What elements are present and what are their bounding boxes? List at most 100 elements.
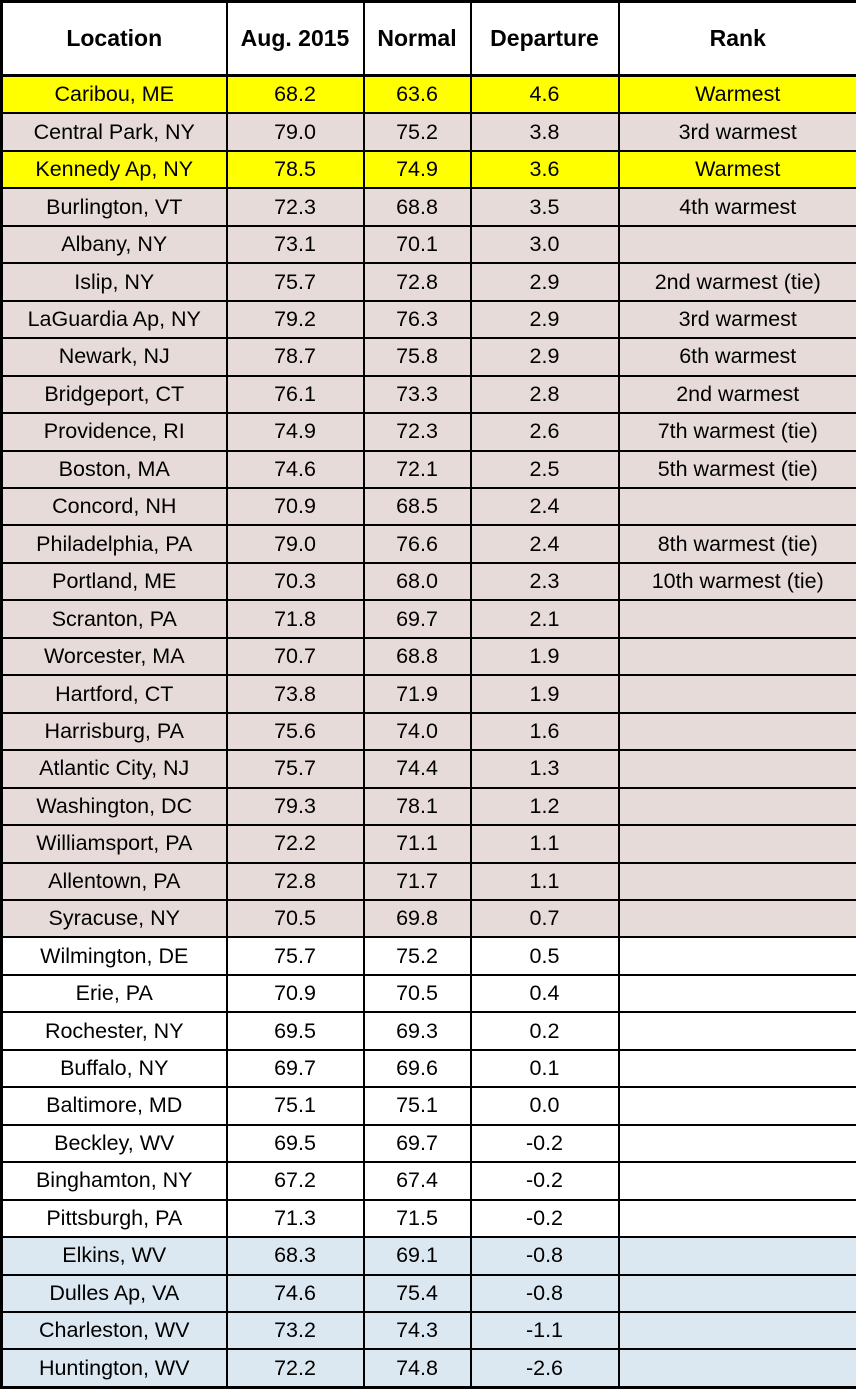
aug-2015-cell: 72.2 [225, 824, 365, 864]
normal-cell: 68.8 [362, 636, 472, 677]
departure-cell: 2.3 [469, 561, 620, 602]
rank-cell: 4th warmest [617, 187, 856, 227]
table-header: Location Aug. 2015 Normal Departure Rank [0, 0, 856, 77]
location-cell: Huntington, WV [0, 1348, 228, 1389]
rank-cell: 7th warmest (tie) [617, 412, 856, 452]
aug-2015-cell: 75.6 [225, 711, 365, 752]
departure-cell: 2.9 [469, 262, 620, 302]
location-cell: Boston, MA [0, 449, 228, 490]
table-row: Kennedy Ap, NY 78.5 74.9 3.6 Warmest [0, 149, 856, 190]
location-cell: Syracuse, NY [0, 898, 228, 939]
table-row: Worcester, MA 70.7 68.8 1.9 [0, 636, 856, 677]
table-row: LaGuardia Ap, NY 79.2 76.3 2.9 3rd warmest [0, 299, 856, 340]
location-cell: Rochester, NY [0, 1011, 228, 1051]
table-row: Providence, RI 74.9 72.3 2.6 7th warmest (ti… [0, 412, 856, 452]
departure-cell: -1.1 [469, 1310, 620, 1351]
normal-cell: 70.5 [362, 973, 472, 1014]
aug-2015-cell: 76.1 [225, 374, 365, 415]
header-row: Location Aug. 2015 Normal Departure Rank [0, 0, 856, 77]
normal-cell: 74.8 [362, 1348, 472, 1389]
location-cell: Binghamton, NY [0, 1161, 228, 1201]
rank-cell [617, 749, 856, 789]
location-cell: Williamsport, PA [0, 824, 228, 864]
aug-2015-cell: 68.3 [225, 1236, 365, 1276]
aug-2015-cell: 67.2 [225, 1161, 365, 1201]
aug-2015-cell: 72.2 [225, 1348, 365, 1389]
normal-cell: 69.7 [362, 1123, 472, 1164]
departure-cell: 2.4 [469, 487, 620, 527]
location-cell: Kennedy Ap, NY [0, 149, 228, 190]
normal-cell: 76.3 [362, 299, 472, 340]
aug-2015-cell: 75.7 [225, 262, 365, 302]
aug-2015-cell: 69.7 [225, 1048, 365, 1089]
rank-cell [617, 824, 856, 864]
location-cell: Islip, NY [0, 262, 228, 302]
aug-2015-cell: 73.1 [225, 224, 365, 265]
rank-cell: 3rd warmest [617, 112, 856, 152]
location-cell: Wilmington, DE [0, 936, 228, 976]
rank-cell: 8th warmest (tie) [617, 524, 856, 564]
column-header-aug-2015: Aug. 2015 [225, 0, 365, 77]
rank-cell [617, 1123, 856, 1164]
table-row: Philadelphia, PA 79.0 76.6 2.4 8th warmest (… [0, 524, 856, 564]
table-row: Erie, PA 70.9 70.5 0.4 [0, 973, 856, 1014]
table-row: Hartford, CT 73.8 71.9 1.9 [0, 674, 856, 714]
normal-cell: 69.8 [362, 898, 472, 939]
aug-2015-cell: 78.7 [225, 337, 365, 377]
aug-2015-cell: 70.5 [225, 898, 365, 939]
rank-cell [617, 786, 856, 827]
normal-cell: 75.1 [362, 1086, 472, 1126]
location-cell: Newark, NJ [0, 337, 228, 377]
normal-cell: 75.8 [362, 337, 472, 377]
location-cell: Buffalo, NY [0, 1048, 228, 1089]
normal-cell: 72.8 [362, 262, 472, 302]
normal-cell: 67.4 [362, 1161, 472, 1201]
column-header-rank: Rank [617, 0, 856, 77]
departure-cell: 1.3 [469, 749, 620, 789]
table-row: Pittsburgh, PA 71.3 71.5 -0.2 [0, 1198, 856, 1239]
table-row: Islip, NY 75.7 72.8 2.9 2nd warmest (tie) [0, 262, 856, 302]
normal-cell: 70.1 [362, 224, 472, 265]
column-header-location: Location [0, 0, 228, 77]
table-row: Baltimore, MD 75.1 75.1 0.0 [0, 1086, 856, 1126]
table-row: Williamsport, PA 72.2 71.1 1.1 [0, 824, 856, 864]
location-cell: Albany, NY [0, 224, 228, 265]
departure-cell: 0.7 [469, 898, 620, 939]
aug-2015-cell: 79.0 [225, 524, 365, 564]
departure-cell: -0.8 [469, 1236, 620, 1276]
rank-cell [617, 1310, 856, 1351]
location-cell: Bridgeport, CT [0, 374, 228, 415]
table-row: Bridgeport, CT 76.1 73.3 2.8 2nd warmest [0, 374, 856, 415]
rank-cell [617, 1011, 856, 1051]
normal-cell: 76.6 [362, 524, 472, 564]
normal-cell: 74.0 [362, 711, 472, 752]
rank-cell [617, 224, 856, 265]
departure-cell: 2.1 [469, 599, 620, 639]
departure-cell: 2.9 [469, 337, 620, 377]
normal-cell: 74.9 [362, 149, 472, 190]
normal-cell: 68.8 [362, 187, 472, 227]
departure-cell: 0.2 [469, 1011, 620, 1051]
normal-cell: 72.1 [362, 449, 472, 490]
normal-cell: 68.5 [362, 487, 472, 527]
departure-cell: -0.8 [469, 1273, 620, 1313]
aug-2015-cell: 69.5 [225, 1011, 365, 1051]
departure-cell: 1.9 [469, 674, 620, 714]
table-row: Atlantic City, NJ 75.7 74.4 1.3 [0, 749, 856, 789]
location-cell: Portland, ME [0, 561, 228, 602]
aug-2015-cell: 70.3 [225, 561, 365, 602]
location-cell: Scranton, PA [0, 599, 228, 639]
aug-2015-cell: 75.7 [225, 936, 365, 976]
table-row: Beckley, WV 69.5 69.7 -0.2 [0, 1123, 856, 1164]
rank-cell: 2nd warmest [617, 374, 856, 415]
normal-cell: 75.4 [362, 1273, 472, 1313]
table-row: Charleston, WV 73.2 74.3 -1.1 [0, 1310, 856, 1351]
aug-2015-cell: 79.3 [225, 786, 365, 827]
column-header-departure: Departure [469, 0, 620, 77]
table-row: Rochester, NY 69.5 69.3 0.2 [0, 1011, 856, 1051]
location-cell: Burlington, VT [0, 187, 228, 227]
normal-cell: 71.7 [362, 861, 472, 902]
rank-cell [617, 973, 856, 1014]
table-row: Syracuse, NY 70.5 69.8 0.7 [0, 898, 856, 939]
